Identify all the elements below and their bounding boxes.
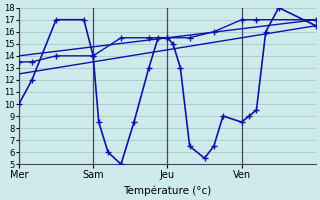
- X-axis label: Température (°c): Température (°c): [123, 185, 212, 196]
